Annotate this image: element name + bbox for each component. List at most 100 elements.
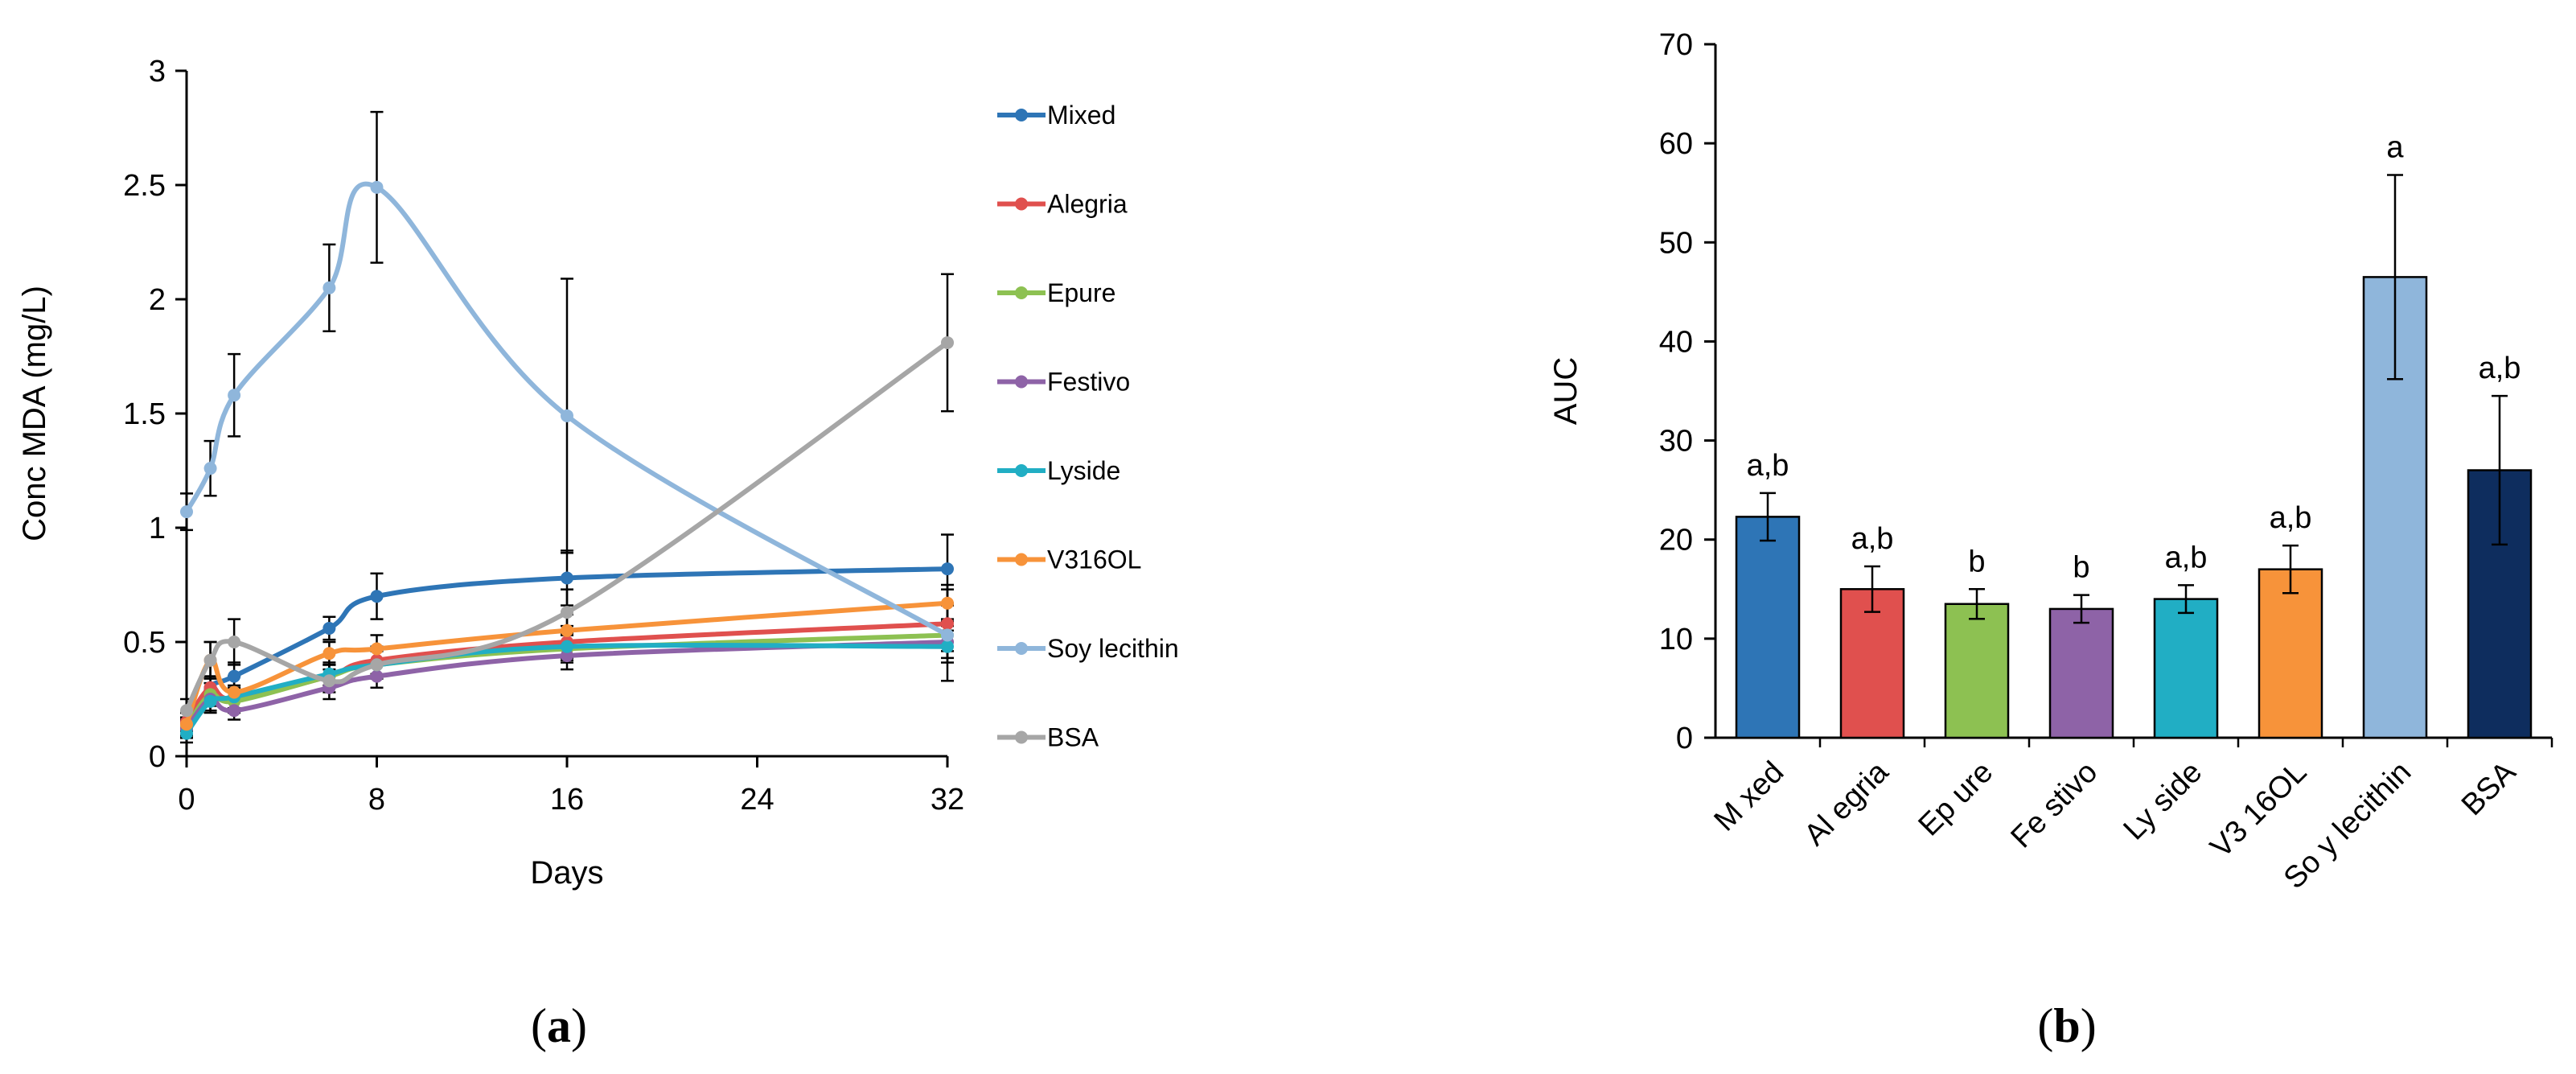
y-tick-label: 50 [1659,226,1693,260]
legend-marker-soy-lecithin [1015,642,1028,655]
data-point-lyside [180,726,193,740]
legend-marker-lyside [1015,464,1028,477]
bar-v316ol [2258,568,2323,739]
x-tick-label: 0 [178,783,195,817]
legend-label-epure: Epure [1047,278,1115,307]
legend-marker-v316ol [1015,553,1028,566]
series-line-soy-lecithin [184,181,950,638]
significance-label-mixed: a,b [1747,449,1789,483]
bar-mixed [1735,516,1801,739]
data-point-soy-lecithin [323,281,336,294]
panel-label-b: (b) [2037,999,2096,1052]
panel-label-part: b [2053,999,2080,1052]
data-point-bsa [203,653,217,667]
bar-chart-panel: 0 10 20 30 40 50 60 70 AUC a,b M xed a,b Al egria b Ep… [1548,28,2553,1052]
legend-label-alegria: Alegria [1047,190,1128,219]
data-point-v316ol [228,685,241,699]
y-tick-label: 1 [149,512,166,545]
data-point-soy-lecithin [561,409,573,422]
data-point-soy-lecithin [228,389,241,402]
significance-label-bsa: a,b [2479,352,2521,385]
series-line-mixed [184,566,950,731]
x-tick-label-festivo: Fe stivo [2005,755,2105,855]
data-point-soy-lecithin [370,180,384,194]
legend-marker-festivo [1015,375,1028,389]
data-point-soy-lecithin [180,505,193,519]
x-tick-label-bsa: BSA [2455,755,2523,822]
y-tick-label: 20 [1659,524,1693,558]
x-tick-label: 32 [931,783,964,817]
y-tick-label: 40 [1659,325,1693,359]
panel-label-part: a [547,999,571,1052]
bar-epure [1944,603,2010,739]
legend-marker-mixed [1015,109,1028,121]
x-tick-label-v316ol: V3 16OL [2204,755,2314,865]
legend-label-festivo: Festivo [1047,368,1130,397]
line-chart-panel: 0 0.5 1 1.5 2 2.5 3 0 8 16 24 32 Days Conc MDA (mg/L)… [17,55,1179,1052]
y-tick-label: 1.5 [123,397,166,431]
data-point-mixed [561,571,573,585]
legend-label-bsa: BSA [1047,723,1099,752]
bar-lyside [2153,598,2219,739]
legend-label-soy-lecithin: Soy lecithin [1047,634,1179,663]
x-tick-label: 8 [368,783,385,817]
data-point-bsa [561,606,573,619]
y-tick-label: 0 [149,740,166,774]
data-point-lyside [561,640,573,653]
y-tick-label: 30 [1659,425,1693,459]
legend-marker-alegria [1015,197,1028,211]
data-point-soy-lecithin [203,462,217,475]
y-tick-label: 0 [1676,722,1693,755]
data-point-lyside [941,640,954,653]
y-tick-label: 10 [1659,623,1693,656]
data-point-mixed [370,590,384,603]
data-point-v316ol [370,642,384,656]
x-tick-label: 16 [550,783,584,817]
significance-label-festivo: b [2073,551,2089,585]
data-point-mixed [941,562,954,576]
data-point-alegria [941,617,954,631]
data-point-lyside [203,694,217,708]
panel-label-part: ( [2037,999,2053,1052]
data-point-v316ol [180,718,193,731]
data-point-festivo [228,704,241,718]
x-axis-label: Days [530,855,603,891]
legend-label-lyside: Lyside [1047,456,1120,485]
y-tick-label: 0.5 [123,626,166,660]
legend-marker-bsa [1015,730,1028,744]
y-axis-label: AUC [1548,357,1584,425]
panel-label-a: (a) [531,999,587,1052]
significance-label-soy-lecithin: a [2386,131,2404,165]
y-tick-label: 2 [149,283,166,317]
data-point-v316ol [941,596,954,610]
data-point-v316ol [323,647,336,660]
x-tick-label-lyside: Ly side [2118,755,2209,847]
x-tick-label-epure: Ep ure [1912,755,1999,843]
x-tick-label-alegria: Al egria [1798,755,1896,852]
y-tick-label: 3 [149,55,166,88]
significance-label-alegria: a,b [1851,522,1894,556]
bar-alegria [1839,588,1905,739]
y-axis-label: Conc MDA (mg/L) [17,286,52,541]
x-tick-label: 24 [740,783,774,817]
data-point-soy-lecithin [941,628,954,642]
significance-label-lyside: a,b [2165,541,2208,574]
data-point-bsa [941,335,954,349]
data-point-mixed [323,621,336,635]
data-point-mixed [228,669,241,683]
legend-marker-epure [1015,286,1028,299]
y-tick-label: 60 [1659,127,1693,161]
legend-label-mixed: Mixed [1047,101,1115,130]
y-tick-label: 2.5 [123,169,166,203]
data-point-v316ol [561,623,573,637]
significance-label-v316ol: a,b [2270,501,2312,535]
legend-label-v316ol: V316OL [1047,545,1141,574]
data-point-festivo [370,669,384,683]
significance-label-epure: b [1968,545,1985,578]
data-point-bsa [323,674,336,688]
x-tick-label-mixed: M xed [1707,755,1790,838]
panel-label-part: ( [531,999,547,1052]
y-tick-label: 70 [1659,28,1693,62]
data-point-festivo [561,649,573,663]
